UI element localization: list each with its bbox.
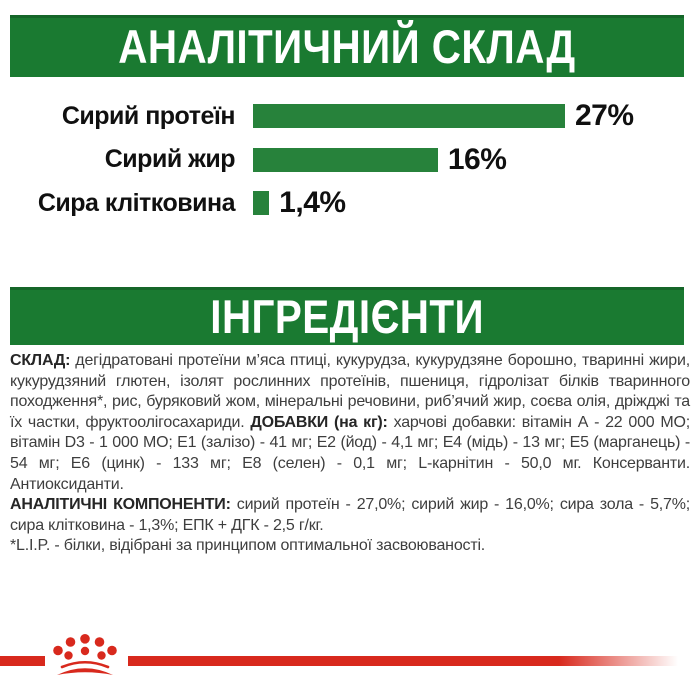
- ingredients-banner: ІНГРЕДІЄНТИ: [10, 287, 684, 345]
- analytical-composition-banner: АНАЛІТИЧНИЙ СКЛАД: [10, 15, 684, 77]
- analytical-chart: Сирий протеїн 27% Сирий жир 16% Сира клітков…: [0, 99, 700, 235]
- chart-value-label: 16%: [447, 142, 507, 176]
- ingredients-title: ІНГРЕДІЄНТИ: [210, 289, 484, 343]
- footer-rule-left: [0, 656, 45, 666]
- chart-category-label: Сирий протеїн: [61, 101, 236, 130]
- royal-canin-crown-icon: [53, 634, 117, 675]
- chart-bar: [253, 147, 438, 172]
- chart-value-label: 1,4%: [279, 186, 346, 219]
- chart-row: Сирий жир 16%: [0, 143, 700, 176]
- ingredients-paragraph: АНАЛІТИЧНІ КОМПОНЕНТИ: сирий протеїн - 2…: [10, 496, 690, 534]
- footer-rule-right: [128, 656, 695, 666]
- ingredients-text: СКЛАД: дегідратовані протеїни м’яса птиц…: [10, 351, 690, 557]
- chart-value-label: 27%: [575, 99, 634, 132]
- chart-bar: [253, 191, 270, 215]
- chart-category-label: Сирий жир: [104, 145, 236, 173]
- chart-category-label: Сира клітковина: [37, 188, 236, 217]
- analytical-composition-title: АНАЛІТИЧНИЙ СКЛАД: [118, 19, 576, 73]
- chart-row: Сирий протеїн 27%: [0, 99, 700, 132]
- ingredients-paragraph: *L.I.P. - білки, відібрані за принципом …: [10, 537, 486, 555]
- chart-bar: [253, 104, 565, 128]
- ingredients-paragraph: СКЛАД: дегідратовані протеїни м’яса птиц…: [10, 352, 690, 493]
- chart-row: Сира клітковина 1,4%: [0, 186, 700, 219]
